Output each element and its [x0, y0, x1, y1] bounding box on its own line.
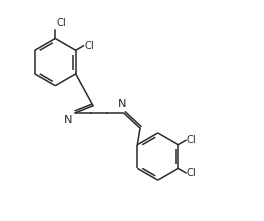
Text: Cl: Cl — [187, 135, 197, 145]
Text: N: N — [118, 99, 126, 109]
Text: Cl: Cl — [84, 41, 94, 51]
Text: Cl: Cl — [187, 168, 197, 178]
Text: Cl: Cl — [56, 18, 66, 28]
Text: N: N — [64, 115, 73, 125]
